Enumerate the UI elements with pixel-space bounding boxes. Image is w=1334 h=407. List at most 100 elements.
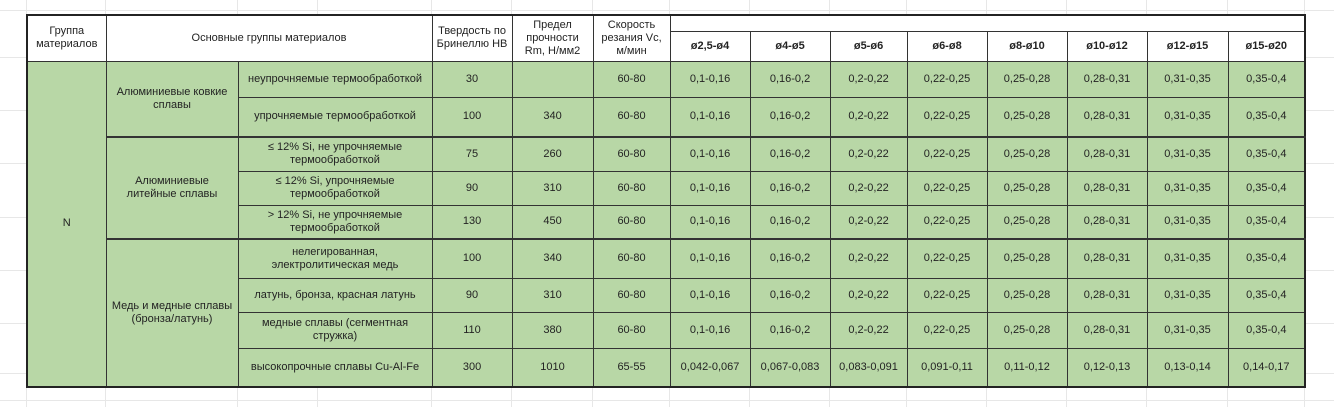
cell-feed[interactable]: 0,14-0,17 bbox=[1227, 347, 1306, 388]
header-diameter[interactable]: ø2,5-ø4 bbox=[669, 30, 751, 62]
cell-feed[interactable]: 0,35-0,4 bbox=[1227, 60, 1306, 98]
header-diameter[interactable]: ø6-ø8 bbox=[906, 30, 988, 62]
cell-feed[interactable]: 0,28-0,31 bbox=[1066, 277, 1148, 313]
cell-vc[interactable]: 60-80 bbox=[592, 96, 671, 138]
cell-material-group[interactable]: Алюминиевые литейные сплавы bbox=[105, 136, 239, 240]
cell-hb[interactable]: 90 bbox=[431, 277, 513, 313]
header-diameter[interactable]: ø5-ø6 bbox=[829, 30, 908, 62]
header-diameter[interactable]: ø12-ø15 bbox=[1146, 30, 1229, 62]
header-main-groups[interactable]: Основные группы материалов bbox=[105, 14, 433, 62]
cell-hb[interactable]: 100 bbox=[431, 238, 513, 279]
cell-rm[interactable]: 310 bbox=[511, 170, 594, 206]
cell-rm[interactable]: 260 bbox=[511, 136, 594, 172]
cell-feed[interactable]: 0,2-0,22 bbox=[829, 136, 908, 172]
cell-feed[interactable]: 0,22-0,25 bbox=[906, 96, 988, 138]
cell-feed[interactable]: 0,31-0,35 bbox=[1146, 238, 1229, 279]
cell-subgroup[interactable]: латунь, бронза, красная латунь bbox=[237, 277, 433, 313]
cell-feed[interactable]: 0,28-0,31 bbox=[1066, 60, 1148, 98]
cell-feed[interactable]: 0,22-0,25 bbox=[906, 238, 988, 279]
cell-feed[interactable]: 0,16-0,2 bbox=[749, 238, 831, 279]
cell-feed[interactable]: 0,35-0,4 bbox=[1227, 96, 1306, 138]
cell-feed[interactable]: 0,2-0,22 bbox=[829, 96, 908, 138]
cell-feed[interactable]: 0,067-0,083 bbox=[749, 347, 831, 388]
cell-rm[interactable] bbox=[511, 60, 594, 98]
header-diameter[interactable]: ø10-ø12 bbox=[1066, 30, 1148, 62]
cell-feed[interactable]: 0,1-0,16 bbox=[669, 60, 751, 98]
cell-feed[interactable]: 0,35-0,4 bbox=[1227, 238, 1306, 279]
cell-vc[interactable]: 60-80 bbox=[592, 204, 671, 240]
cell-feed[interactable]: 0,25-0,28 bbox=[986, 238, 1068, 279]
cell-subgroup[interactable]: > 12% Si, не упрочняемые термообработкой bbox=[237, 204, 433, 240]
cell-feed[interactable]: 0,28-0,31 bbox=[1066, 96, 1148, 138]
cell-feed[interactable]: 0,16-0,2 bbox=[749, 96, 831, 138]
cell-subgroup[interactable]: медные сплавы (сегментная стружка) bbox=[237, 311, 433, 349]
cell-material-group[interactable]: Алюминиевые ковкие сплавы bbox=[105, 60, 239, 138]
cell-vc[interactable]: 60-80 bbox=[592, 170, 671, 206]
cell-feed[interactable]: 0,25-0,28 bbox=[986, 136, 1068, 172]
header-diameter[interactable]: ø4-ø5 bbox=[749, 30, 831, 62]
cell-feed[interactable]: 0,35-0,4 bbox=[1227, 204, 1306, 240]
cell-feed[interactable]: 0,16-0,2 bbox=[749, 170, 831, 206]
cell-feed[interactable]: 0,1-0,16 bbox=[669, 238, 751, 279]
cell-subgroup[interactable]: упрочняемые термообработкой bbox=[237, 96, 433, 138]
cell-vc[interactable]: 60-80 bbox=[592, 60, 671, 98]
cell-vc[interactable]: 60-80 bbox=[592, 311, 671, 349]
cell-feed[interactable]: 0,31-0,35 bbox=[1146, 60, 1229, 98]
cell-hb[interactable]: 30 bbox=[431, 60, 513, 98]
cell-feed[interactable]: 0,16-0,2 bbox=[749, 311, 831, 349]
cell-feed[interactable]: 0,083-0,091 bbox=[829, 347, 908, 388]
cell-feed[interactable]: 0,1-0,16 bbox=[669, 311, 751, 349]
cell-feed[interactable]: 0,1-0,16 bbox=[669, 277, 751, 313]
cell-feed[interactable]: 0,31-0,35 bbox=[1146, 204, 1229, 240]
header-strength[interactable]: Предел прочности Rm, Н/мм2 bbox=[511, 14, 594, 62]
cell-feed[interactable]: 0,35-0,4 bbox=[1227, 136, 1306, 172]
cell-feed[interactable]: 0,1-0,16 bbox=[669, 96, 751, 138]
cell-feed[interactable]: 0,16-0,2 bbox=[749, 136, 831, 172]
cell-hb[interactable]: 90 bbox=[431, 170, 513, 206]
cell-feed[interactable]: 0,31-0,35 bbox=[1146, 311, 1229, 349]
cell-feed[interactable]: 0,16-0,2 bbox=[749, 60, 831, 98]
cell-feed[interactable]: 0,2-0,22 bbox=[829, 204, 908, 240]
cell-feed[interactable]: 0,1-0,16 bbox=[669, 204, 751, 240]
cell-feed[interactable]: 0,13-0,14 bbox=[1146, 347, 1229, 388]
cell-feed[interactable]: 0,31-0,35 bbox=[1146, 136, 1229, 172]
cell-feed[interactable]: 0,28-0,31 bbox=[1066, 204, 1148, 240]
cell-feed[interactable]: 0,31-0,35 bbox=[1146, 277, 1229, 313]
cell-rm[interactable]: 340 bbox=[511, 96, 594, 138]
header-feed-strip[interactable] bbox=[669, 14, 1306, 32]
cell-feed[interactable]: 0,25-0,28 bbox=[986, 96, 1068, 138]
cell-material-group[interactable]: Медь и медные сплавы (бронза/латунь) bbox=[105, 238, 239, 388]
cell-rm[interactable]: 380 bbox=[511, 311, 594, 349]
cell-hb[interactable]: 75 bbox=[431, 136, 513, 172]
cell-feed[interactable]: 0,1-0,16 bbox=[669, 136, 751, 172]
cell-feed[interactable]: 0,2-0,22 bbox=[829, 170, 908, 206]
cell-feed[interactable]: 0,16-0,2 bbox=[749, 277, 831, 313]
cell-vc[interactable]: 60-80 bbox=[592, 238, 671, 279]
header-hardness[interactable]: Твердость по Бринеллю НВ bbox=[431, 14, 513, 62]
cell-feed[interactable]: 0,25-0,28 bbox=[986, 311, 1068, 349]
cell-vc[interactable]: 65-55 bbox=[592, 347, 671, 388]
cell-feed[interactable]: 0,22-0,25 bbox=[906, 170, 988, 206]
cell-feed[interactable]: 0,22-0,25 bbox=[906, 60, 988, 98]
cell-feed[interactable]: 0,22-0,25 bbox=[906, 311, 988, 349]
cell-feed[interactable]: 0,25-0,28 bbox=[986, 60, 1068, 98]
cell-rm[interactable]: 310 bbox=[511, 277, 594, 313]
cell-feed[interactable]: 0,22-0,25 bbox=[906, 277, 988, 313]
cell-feed[interactable]: 0,2-0,22 bbox=[829, 311, 908, 349]
cell-feed[interactable]: 0,28-0,31 bbox=[1066, 311, 1148, 349]
cell-feed[interactable]: 0,1-0,16 bbox=[669, 170, 751, 206]
cell-subgroup[interactable]: ≤ 12% Si, не упрочняемые термообработкой bbox=[237, 136, 433, 172]
cell-hb[interactable]: 130 bbox=[431, 204, 513, 240]
header-material-class[interactable]: Группа материалов bbox=[26, 14, 107, 62]
cell-hb[interactable]: 110 bbox=[431, 311, 513, 349]
cell-subgroup[interactable]: неупрочняемые термообработкой bbox=[237, 60, 433, 98]
cell-feed[interactable]: 0,31-0,35 bbox=[1146, 96, 1229, 138]
cell-feed[interactable]: 0,2-0,22 bbox=[829, 277, 908, 313]
cell-feed[interactable]: 0,11-0,12 bbox=[986, 347, 1068, 388]
cell-subgroup[interactable]: ≤ 12% Si, упрочняемые термообработкой bbox=[237, 170, 433, 206]
cell-feed[interactable]: 0,22-0,25 bbox=[906, 204, 988, 240]
cell-feed[interactable]: 0,091-0,11 bbox=[906, 347, 988, 388]
cell-feed[interactable]: 0,35-0,4 bbox=[1227, 311, 1306, 349]
header-diameter[interactable]: ø15-ø20 bbox=[1227, 30, 1306, 62]
cell-feed[interactable]: 0,2-0,22 bbox=[829, 60, 908, 98]
